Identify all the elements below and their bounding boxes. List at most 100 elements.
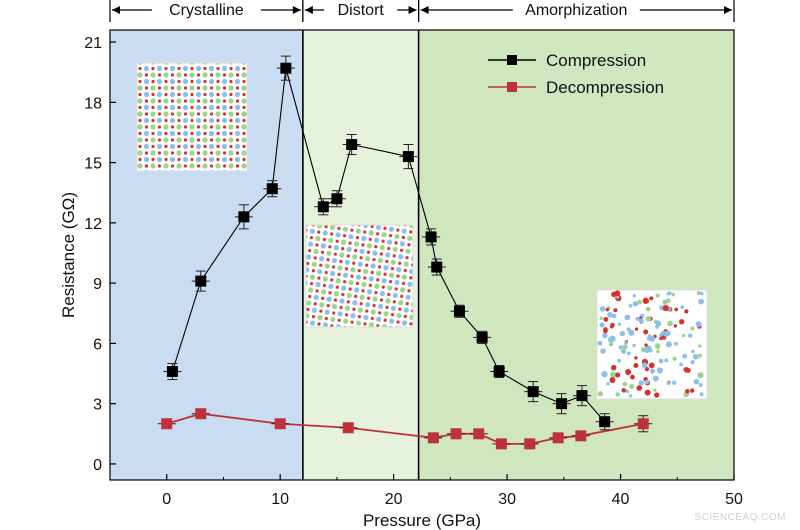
atom — [619, 330, 626, 337]
region-bracket-arrow — [724, 6, 732, 14]
data-point — [527, 386, 539, 398]
atom — [700, 291, 704, 296]
atom — [656, 367, 663, 374]
atom — [646, 336, 652, 341]
atom — [632, 343, 636, 348]
y-tick-label: 3 — [93, 397, 102, 414]
data-point — [195, 408, 207, 420]
atom — [674, 307, 679, 312]
atom — [645, 316, 652, 322]
atom — [621, 388, 626, 393]
atom — [603, 327, 608, 332]
x-tick-label: 20 — [385, 491, 403, 508]
atom — [648, 362, 655, 369]
data-point — [453, 305, 465, 317]
atom — [620, 348, 627, 354]
atom — [636, 385, 643, 391]
atom — [646, 345, 652, 351]
data-point — [195, 275, 207, 287]
atom — [690, 360, 695, 365]
data-point — [427, 432, 439, 444]
atom — [601, 370, 608, 378]
atom — [615, 392, 621, 397]
atom — [628, 303, 633, 308]
atom — [664, 358, 669, 363]
atom — [649, 368, 656, 374]
atom — [696, 291, 701, 296]
data-point — [493, 366, 505, 378]
atom — [691, 349, 695, 354]
data-point — [495, 438, 507, 450]
atom — [682, 353, 688, 359]
atom — [634, 356, 638, 360]
watermark: SCIENCEAQ.COM — [694, 512, 786, 523]
atom — [681, 333, 686, 338]
atom — [642, 297, 649, 304]
data-point — [556, 398, 568, 410]
data-point — [599, 416, 611, 428]
atom — [629, 394, 633, 398]
data-point — [166, 366, 178, 378]
atom — [622, 344, 628, 350]
atom — [617, 322, 622, 326]
atom — [684, 367, 690, 373]
data-point — [575, 430, 587, 442]
atom — [644, 343, 648, 347]
atom — [641, 362, 648, 369]
atom — [692, 353, 699, 360]
atom — [637, 299, 642, 305]
atom — [690, 388, 695, 393]
region-label: Distort — [338, 2, 385, 19]
data-point — [402, 151, 414, 163]
atom — [597, 391, 603, 397]
atom — [607, 311, 613, 318]
atom — [662, 305, 669, 312]
data-point — [425, 231, 437, 243]
amorphous-inset-frame — [596, 289, 708, 400]
x-tick-label: 40 — [612, 491, 630, 508]
atom — [629, 383, 635, 390]
atom — [654, 392, 660, 398]
y-tick-label: 0 — [93, 457, 102, 474]
atom — [652, 375, 659, 382]
x-axis-label: Pressure (GPa) — [363, 511, 481, 530]
atom — [653, 388, 657, 392]
amorphous-structure-inset — [596, 289, 708, 400]
atom — [609, 377, 616, 383]
y-tick-label: 15 — [84, 156, 102, 173]
atom — [605, 307, 610, 312]
atom — [611, 365, 617, 371]
atom — [624, 341, 628, 345]
atom — [611, 313, 617, 319]
atom — [662, 330, 669, 337]
region-bracket-arrow — [292, 6, 301, 14]
atom — [672, 380, 677, 385]
atom — [638, 380, 645, 386]
data-point — [576, 390, 588, 402]
data-point — [476, 331, 488, 343]
y-axis-label: Resistance (GΩ) — [59, 192, 78, 318]
atom — [699, 392, 704, 397]
data-point — [346, 139, 358, 151]
atom — [643, 329, 649, 335]
x-tick-label: 10 — [271, 491, 289, 508]
atom — [679, 362, 684, 367]
region-bracket-arrow — [112, 6, 120, 14]
atom — [671, 292, 676, 297]
atom — [665, 298, 671, 304]
atom — [656, 349, 660, 354]
atom — [649, 296, 654, 301]
atom — [693, 378, 700, 385]
data-point — [637, 418, 649, 430]
atom — [655, 320, 662, 327]
atom — [606, 382, 610, 386]
atom — [667, 320, 673, 327]
region-label-bg — [512, 0, 640, 20]
atom — [609, 371, 617, 378]
plot-frame — [109, 29, 735, 481]
atom — [698, 344, 702, 348]
region-label-bg — [151, 0, 261, 20]
atom — [635, 316, 640, 321]
atom — [697, 353, 703, 358]
